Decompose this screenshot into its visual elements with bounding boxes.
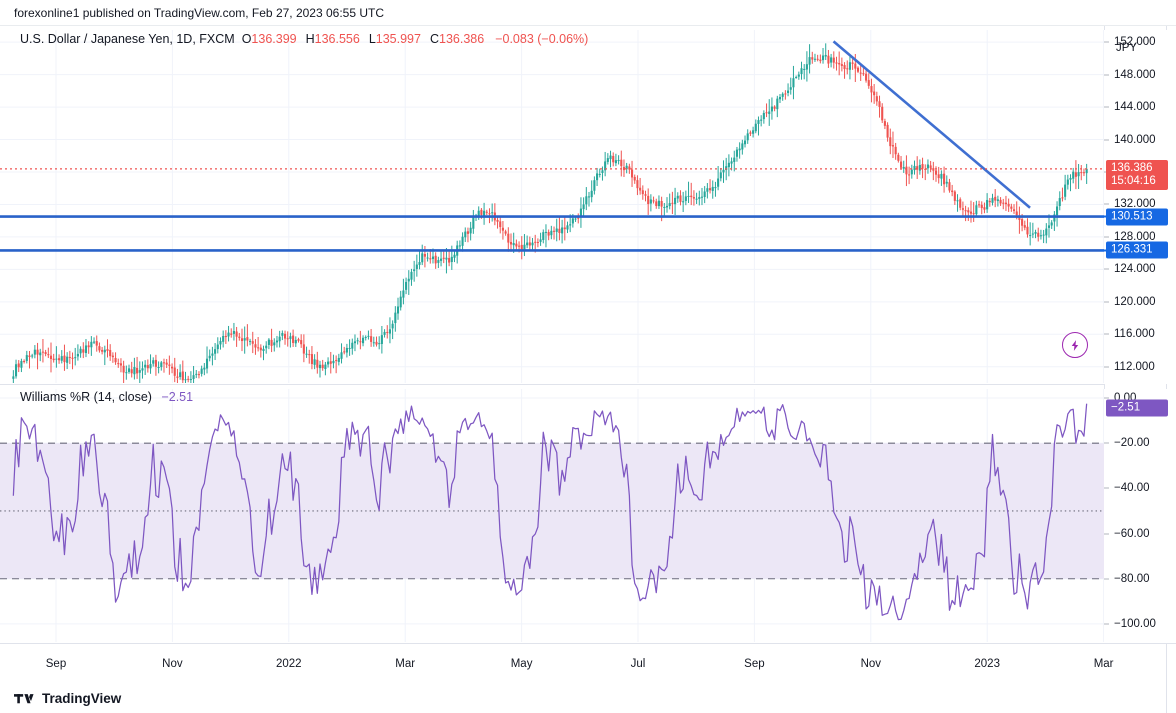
- currency-label: JPY: [1116, 42, 1138, 54]
- legend-open-label: O: [241, 32, 252, 46]
- tv-logo-glyph: [14, 693, 34, 703]
- indicator-tick-mark: [1104, 578, 1109, 580]
- legend-open-value: 136.399: [251, 32, 297, 46]
- price-tick-mark: [1104, 301, 1109, 303]
- time-axis-separator: [0, 643, 1176, 644]
- published-bar: forexonline1 published on TradingView.co…: [0, 0, 1176, 26]
- badge-tail: [1100, 215, 1108, 218]
- brand-name: TradingView: [42, 691, 122, 706]
- legend-change: −0.083 (−0.06%): [495, 32, 589, 46]
- price-tick-mark: [1104, 139, 1109, 141]
- price-scale[interactable]: JPY 112.000 116.000 120.000 124.000 128.000 1…: [1100, 30, 1176, 384]
- time-axis-label: Sep: [744, 658, 765, 670]
- legend-low-label: L: [368, 32, 376, 46]
- footer: TradingView: [0, 684, 1176, 713]
- published-text: forexonline1 published on TradingView.co…: [14, 5, 385, 20]
- price-tick-mark: [1104, 203, 1109, 205]
- indicator-tick-mark: [1104, 442, 1109, 444]
- price-tick-mark: [1104, 106, 1109, 108]
- price-tick-label: 112.000: [1114, 360, 1155, 373]
- legend-high-value: 136.556: [314, 32, 360, 46]
- time-axis-label: 2023: [974, 658, 1000, 670]
- chart-legend[interactable]: U.S. Dollar / Japanese Yen, 1D, FXCM O 13…: [0, 27, 588, 51]
- price-tick-mark: [1104, 236, 1109, 238]
- time-axis-label: Nov: [162, 658, 183, 670]
- pane-separator: [0, 384, 1104, 385]
- last-price-badge[interactable]: 136.386 15:04:16: [1106, 159, 1168, 190]
- countdown-timer: 15:04:16: [1111, 174, 1156, 187]
- price-tick-label: 152.000: [1114, 36, 1156, 49]
- time-axis-label: 2022: [276, 658, 302, 670]
- lightning-bolt-icon[interactable]: [1062, 332, 1088, 358]
- time-axis-label: Mar: [1093, 658, 1114, 670]
- badge-tail: [1100, 249, 1108, 252]
- tradingview-logo-icon: [14, 692, 36, 706]
- indicator-scale[interactable]: 0.00 −20.00 −40.00 −60.00 −80.00 −100.00 −2.5…: [1104, 389, 1176, 643]
- indicator-tick-mark: [1104, 397, 1109, 399]
- price-chart-pane[interactable]: [0, 30, 1104, 383]
- resistance-line-badge-value: 130.513: [1111, 210, 1153, 223]
- price-chart-svg: [0, 30, 1104, 383]
- price-tick-mark: [1104, 333, 1109, 335]
- price-tick-label: 148.000: [1114, 68, 1156, 81]
- price-tick-label: 120.000: [1114, 295, 1156, 308]
- time-axis-label: Sep: [45, 658, 67, 670]
- williams-indicator-pane[interactable]: [0, 389, 1104, 642]
- legend-high-label: H: [305, 32, 315, 46]
- last-price-badge-value: 136.386: [1111, 161, 1153, 174]
- price-tick-label: 128.000: [1114, 230, 1156, 243]
- bolt-glyph: [1071, 339, 1078, 351]
- price-tick-label: 132.000: [1114, 198, 1156, 211]
- support-line-badge[interactable]: 126.331: [1100, 241, 1168, 259]
- price-tick-label: 144.000: [1114, 101, 1156, 114]
- indicator-value: −2.51: [161, 390, 194, 404]
- indicator-tick-mark: [1104, 487, 1109, 489]
- legend-low-value: 135.997: [375, 32, 421, 46]
- indicator-tick-label: −100.00: [1114, 617, 1156, 630]
- resistance-line-badge[interactable]: 130.513: [1100, 208, 1168, 226]
- indicator-tick-label: −60.00: [1114, 527, 1150, 540]
- price-tick-label: 124.000: [1114, 263, 1156, 276]
- price-tick-mark: [1104, 366, 1109, 368]
- indicator-legend[interactable]: Williams %R (14, close) −2.51: [20, 390, 193, 404]
- price-tick-label: 140.000: [1114, 133, 1156, 146]
- williams-value-badge[interactable]: −2.51: [1106, 399, 1168, 417]
- indicator-tick-label: −80.00: [1114, 572, 1150, 585]
- price-tick-label: 116.000: [1114, 328, 1155, 341]
- time-axis-label: May: [510, 658, 533, 670]
- time-axis-label: Mar: [395, 658, 416, 670]
- indicator-tick-mark: [1104, 533, 1109, 535]
- time-axis[interactable]: Sep Nov 2022 Mar May Jul Sep Nov 2023 Mar: [0, 644, 1114, 684]
- time-axis-label: Jul: [630, 658, 646, 670]
- williams-indicator-svg: [0, 389, 1104, 642]
- price-tick-mark: [1104, 74, 1109, 76]
- support-line-badge-value: 126.331: [1111, 243, 1153, 256]
- indicator-tick-mark: [1104, 623, 1109, 625]
- indicator-name[interactable]: Williams %R (14, close): [20, 390, 152, 404]
- legend-close-label: C: [429, 32, 439, 46]
- price-tick-mark: [1104, 41, 1109, 43]
- price-tick-mark: [1104, 268, 1109, 270]
- time-axis-label: Nov: [860, 658, 882, 670]
- legend-close-value: 136.386: [439, 32, 485, 46]
- indicator-tick-label: −20.00: [1114, 437, 1150, 450]
- legend-symbol[interactable]: U.S. Dollar / Japanese Yen, 1D, FXCM: [20, 32, 235, 46]
- indicator-tick-label: −40.00: [1114, 482, 1150, 495]
